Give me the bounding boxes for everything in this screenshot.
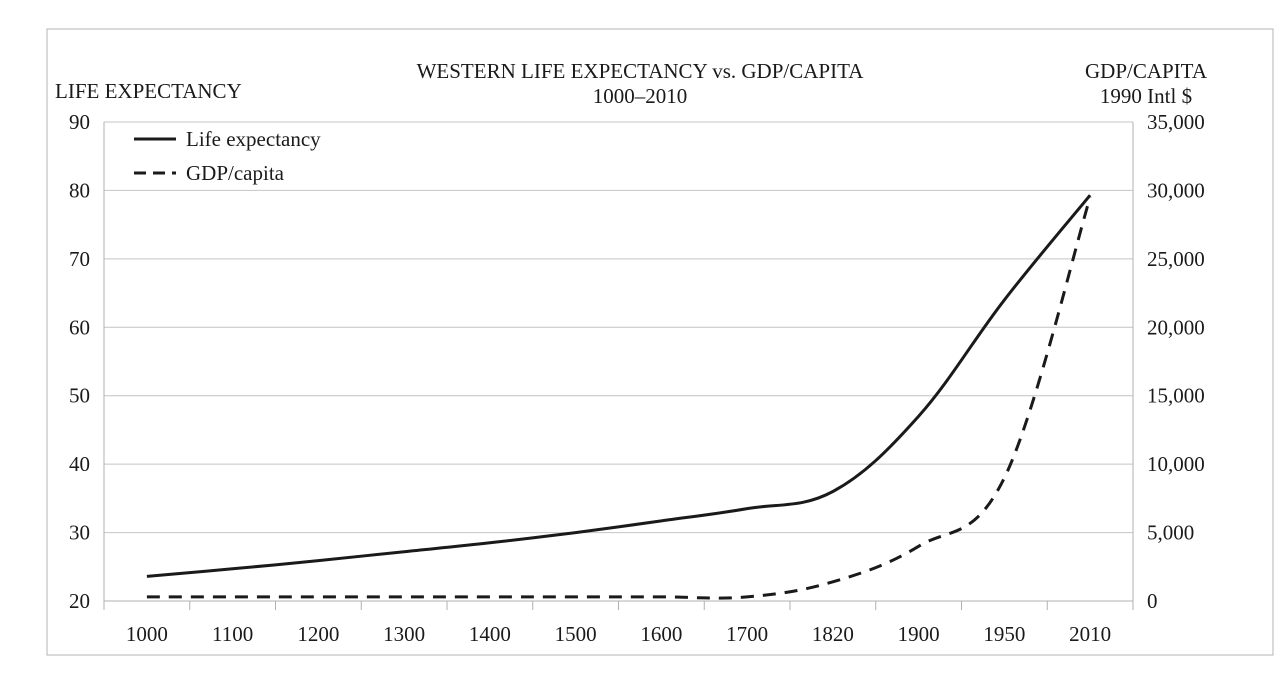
- series-lines: [146, 194, 1092, 600]
- x-axis-tick-label: 1000: [126, 622, 168, 646]
- x-axis-tick-label: 1820: [812, 622, 854, 646]
- right-axis-tick-label: 20,000: [1147, 315, 1205, 339]
- x-axis-tick-label: 1200: [297, 622, 339, 646]
- series-line-gdp-capita: [146, 196, 1092, 600]
- x-axis-tick-label: 1100: [212, 622, 253, 646]
- left-axis-tick-label: 40: [69, 452, 90, 476]
- x-axis-tick-label: 2010: [1069, 622, 1111, 646]
- right-axis-tick-label: 25,000: [1147, 247, 1205, 271]
- left-axis-tick-label: 30: [69, 521, 90, 545]
- chart-frame: [46, 28, 1274, 656]
- chart-title: WESTERN LIFE EXPECTANCY vs. GDP/CAPITA: [417, 59, 865, 83]
- left-axis-tick-label: 50: [69, 384, 90, 408]
- right-axis-tick-label: 30,000: [1147, 178, 1205, 202]
- legend-label-gdp-capita: GDP/capita: [186, 161, 285, 185]
- x-axis-tick-label: 1700: [726, 622, 768, 646]
- x-axis-tick-label: 1400: [469, 622, 511, 646]
- left-axis-tick-label: 20: [69, 589, 90, 613]
- left-axis-tick-label: 60: [69, 315, 90, 339]
- series-line-life-expectancy: [146, 194, 1092, 578]
- x-axis-tick-label: 1900: [898, 622, 940, 646]
- left-axis-tick-label: 80: [69, 178, 90, 202]
- left-axis-title: LIFE EXPECTANCY: [55, 79, 242, 103]
- right-axis-tick-label: 5,000: [1147, 521, 1194, 545]
- x-axis-tick-label: 1300: [383, 622, 425, 646]
- right-axis-tick-label: 0: [1147, 589, 1158, 613]
- right-axis-tick-label: 15,000: [1147, 384, 1205, 408]
- right-axis-tick-label: 35,000: [1147, 110, 1205, 134]
- axes: 20 30 40 50 60 70 80 90 0 5,000 10,000 15,000 20,000…: [69, 110, 1205, 646]
- chart-subtitle: 1000–2010: [593, 84, 688, 108]
- x-axis-tick-label: 1950: [983, 622, 1025, 646]
- legend: Life expectancy GDP/capita: [134, 127, 321, 185]
- left-axis-tick-label: 70: [69, 247, 90, 271]
- legend-label-life-expectancy: Life expectancy: [186, 127, 321, 151]
- gridlines: [104, 121, 1133, 602]
- x-axis-tick-label: 1600: [640, 622, 682, 646]
- x-axis-tick-label: 1500: [555, 622, 597, 646]
- right-axis-tick-label: 10,000: [1147, 452, 1205, 476]
- right-axis-title: GDP/CAPITA: [1085, 59, 1208, 83]
- left-axis-tick-label: 90: [69, 110, 90, 134]
- right-axis-unit: 1990 Intl $: [1100, 84, 1192, 108]
